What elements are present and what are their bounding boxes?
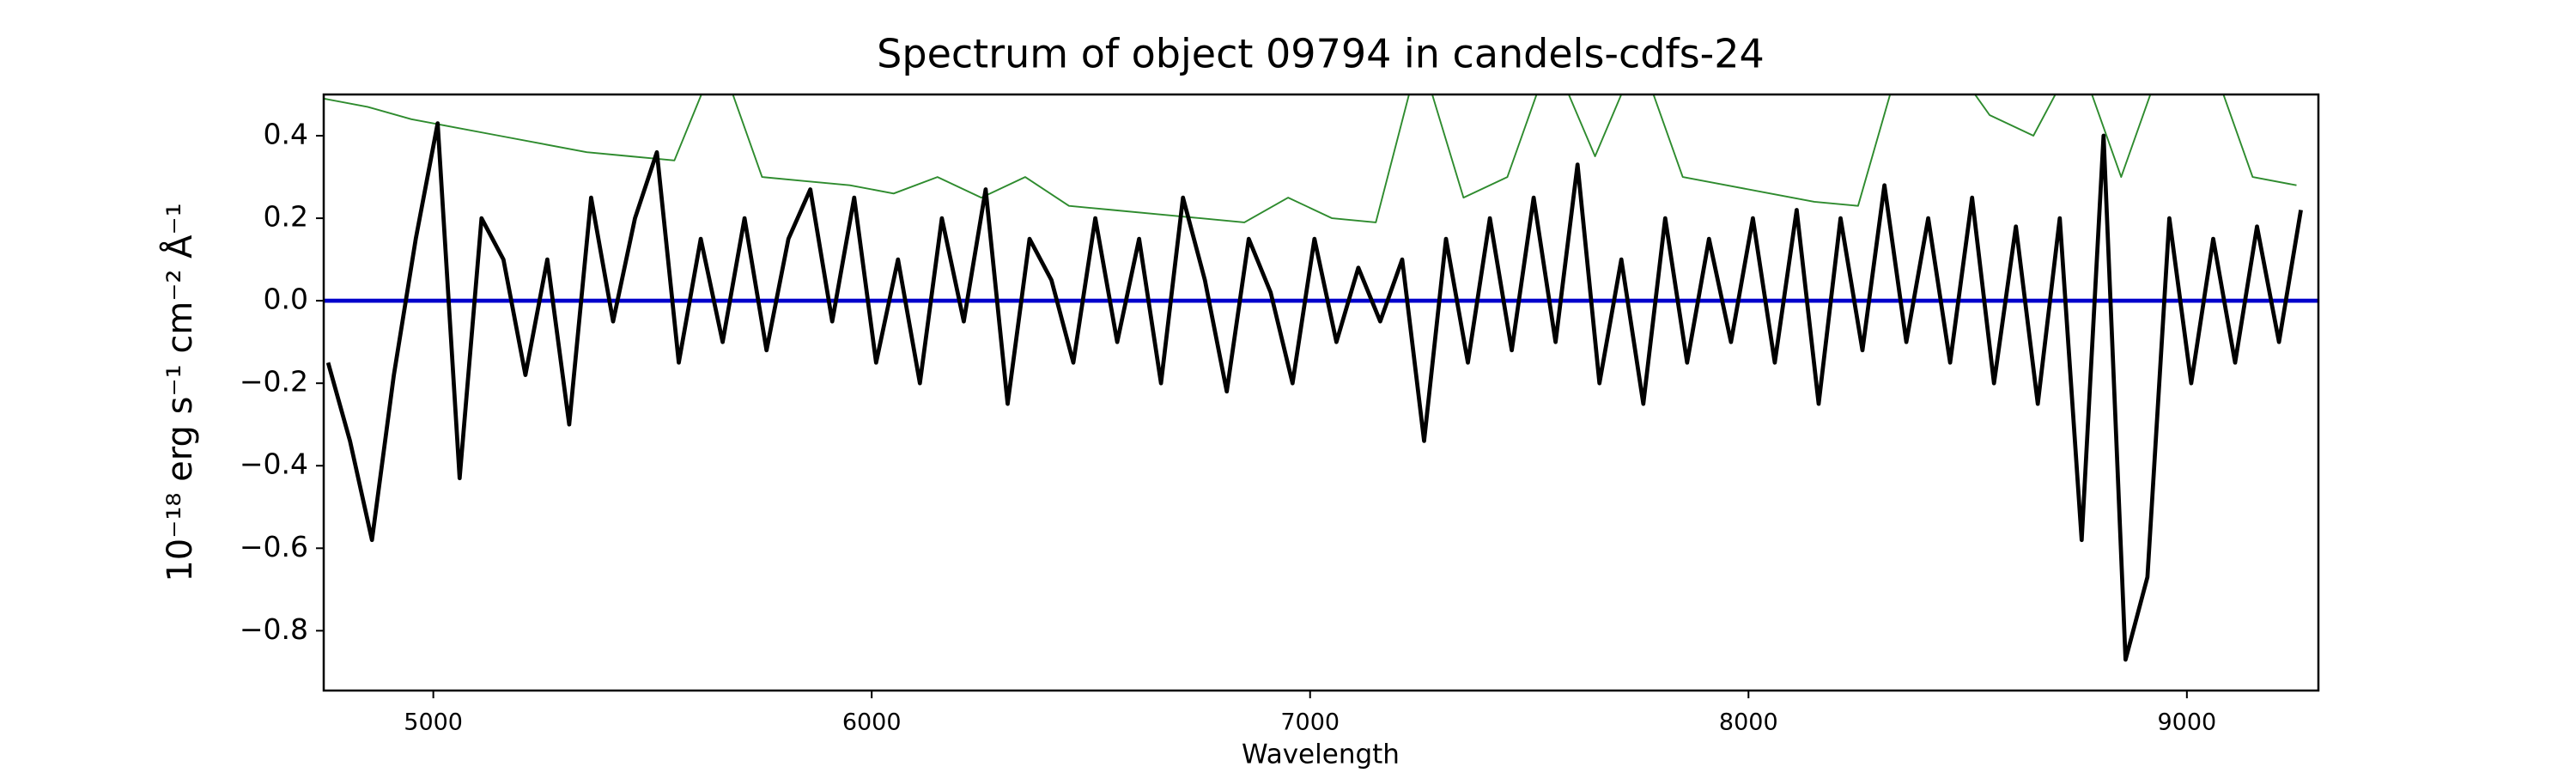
x-tick-label: 8000 bbox=[1719, 709, 1778, 736]
y-tick-label: −0.4 bbox=[240, 447, 308, 481]
y-tick-label: 0.4 bbox=[264, 118, 308, 151]
spectrum-line bbox=[325, 121, 2303, 662]
x-tick-label: 7000 bbox=[1280, 709, 1340, 736]
y-tick-label: −0.6 bbox=[240, 530, 308, 563]
spectrum-line bbox=[324, 94, 2297, 223]
x-tick-label: 5000 bbox=[404, 709, 463, 736]
x-tick-label: 9000 bbox=[2157, 709, 2216, 736]
y-tick-label: 0.0 bbox=[264, 283, 308, 316]
plot-frame bbox=[322, 93, 2320, 692]
y-tick-label: −0.8 bbox=[240, 612, 308, 646]
y-axis-label: 10⁻¹⁸ erg s⁻¹ cm⁻² Å⁻¹ bbox=[159, 203, 200, 581]
plot-area bbox=[324, 94, 2318, 662]
x-tick-label: 6000 bbox=[842, 709, 902, 736]
chart-title: Spectrum of object 09794 in candels-cdfs… bbox=[877, 31, 1765, 77]
x-axis-label: Wavelength bbox=[1242, 740, 1400, 770]
y-tick-label: 0.2 bbox=[264, 200, 308, 234]
y-tick-label: −0.2 bbox=[240, 365, 308, 399]
